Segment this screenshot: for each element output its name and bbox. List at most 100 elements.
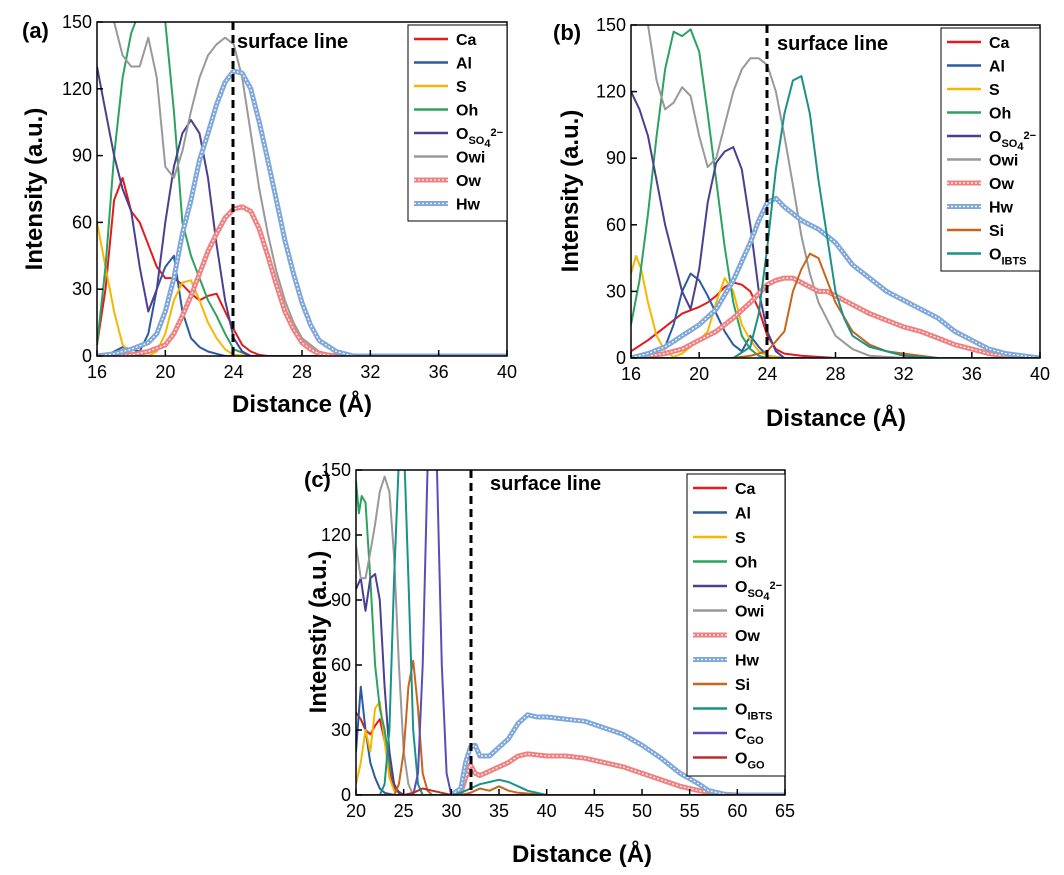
- legend-label: Si: [989, 223, 1004, 240]
- panel-c-legend-item: Owi: [693, 604, 764, 621]
- panel-b-ytick-label: 30: [606, 281, 626, 301]
- panel-a-series-hw: [97, 68, 507, 356]
- panel-c-xtick-label: 35: [489, 801, 509, 821]
- panel-a-series-ow: [97, 204, 507, 356]
- panel-c-ylabel: Intenstiy (a.u.): [305, 551, 332, 714]
- panel-c-legend-item: Hw: [693, 653, 760, 670]
- legend-label: Ca: [989, 35, 1010, 52]
- panel-b-series-oh: [631, 28, 1040, 358]
- panel-c-legend-item: OIBTS: [693, 702, 773, 723]
- panel-c-legend: Ca Al S Oh OSO42−Owi Ow Hw Si OIBTS CGO OGO: [686, 473, 786, 777]
- panel-c: 20 25 30 35 40 45 50 55 60 65 0 30 60 90 120 150 surfac…: [304, 460, 795, 868]
- legend-label: Oh: [735, 555, 757, 572]
- panel-b-ytick-label: 0: [616, 348, 626, 368]
- panel-b-legend-item: OSO42−: [947, 129, 1036, 153]
- panel-a-ticks: 16 20 24 28 32 36 40 0 30 60 90 120 150: [62, 12, 517, 382]
- panel-b-legend: Ca Al S Oh OSO42−Owi Ow Hw Si OIBTS: [940, 27, 1041, 272]
- legend-label: Ca: [735, 481, 756, 498]
- panel-a-xtick-label: 40: [497, 362, 517, 382]
- panel-c-xtick-label: 45: [584, 801, 604, 821]
- panel-b-legend-item: Oh: [947, 106, 1011, 123]
- panel-c-series-owi: [356, 475, 785, 795]
- panel-c-legend-item: Si: [693, 677, 750, 694]
- legend-label: Owi: [989, 153, 1018, 170]
- panel-b-xtick-label: 28: [825, 364, 845, 384]
- panel-a-xtick-label: 20: [155, 362, 175, 382]
- panel-a-xtick-label: 24: [224, 362, 244, 382]
- panel-c-series-ow-band: [448, 751, 785, 795]
- panel-b-series-ow: [631, 275, 1040, 358]
- legend-label: S: [456, 79, 467, 96]
- panel-b-xtick-label: 20: [689, 364, 709, 384]
- panel-a-ytick-label: 0: [82, 346, 92, 366]
- panel-b-legend-item: Ow: [947, 176, 1014, 193]
- panel-b-ylabel: Intensity (a.u.): [557, 110, 584, 273]
- panel-a-legend-item: Owi: [414, 150, 485, 167]
- panel-c-series-o-so4: [356, 573, 785, 795]
- panel-a-series-ow-markers: [97, 206, 507, 356]
- panel-a-legend-item: Ow: [414, 173, 481, 190]
- panel-c-xtick-label: 30: [441, 801, 461, 821]
- panel-c-legend-item: S: [693, 530, 746, 547]
- legend-label: CGO: [735, 726, 764, 747]
- panel-a-label: (a): [22, 18, 49, 43]
- panel-c-ytick-label: 120: [321, 525, 351, 545]
- panel-c-xtick-label: 20: [346, 801, 366, 821]
- panel-a-legend-item: Al: [414, 56, 472, 73]
- panel-a-ytick-label: 30: [72, 279, 92, 299]
- panel-a-xlabel: Distance (Å): [232, 390, 372, 418]
- panel-a-series-s: [97, 222, 507, 356]
- panel-c-xlabel: Distance (Å): [512, 840, 652, 868]
- panel-b-series-owi: [631, 25, 1040, 358]
- panel-c-ytick-label: 90: [331, 590, 351, 610]
- panel-b-surface-label: surface line: [777, 33, 888, 55]
- legend-label: Si: [735, 677, 750, 694]
- panel-c-series-si: [356, 659, 785, 795]
- panel-c-series-hw: [448, 712, 785, 795]
- legend-label: OIBTS: [735, 702, 773, 723]
- panel-a-xtick-label: 28: [292, 362, 312, 382]
- panel-c-legend-box: [686, 473, 786, 777]
- panel-c-ytick-label: 60: [331, 655, 351, 675]
- legend-label: Ow: [735, 628, 760, 645]
- panel-b-xtick-label: 36: [962, 364, 982, 384]
- panel-a-series: [97, 22, 507, 356]
- panel-c-xtick-label: 55: [680, 801, 700, 821]
- panel-a-surface-label: surface line: [237, 31, 348, 53]
- panel-c-legend-item: Ow: [693, 628, 760, 645]
- panel-a-xtick-label: 16: [87, 362, 107, 382]
- panel-a-legend-box: [407, 24, 508, 222]
- panel-b-series-ca: [631, 281, 1040, 358]
- panel-c-series-hw-markers: [450, 714, 785, 795]
- panel-c-ytick-label: 30: [331, 720, 351, 740]
- panel-a-series-o-so4: [97, 66, 507, 356]
- legend-label: Ow: [989, 176, 1014, 193]
- panel-b-legend-item: Al: [947, 59, 1005, 76]
- legend-label: OGO: [735, 751, 765, 772]
- legend-label: Hw: [456, 197, 481, 214]
- panel-a: 16 20 24 28 32 36 40 0 30 60 90 120 150 surface line…: [21, 12, 517, 418]
- legend-label: Ow: [456, 173, 481, 190]
- legend-label: Owi: [735, 604, 764, 621]
- panel-c-series-ow: [448, 751, 785, 795]
- legend-label: OIBTS: [989, 247, 1027, 268]
- panel-b-legend-item: Si: [947, 223, 1004, 240]
- panel-a-ytick-label: 120: [62, 79, 92, 99]
- legend-label: OSO42−: [989, 129, 1036, 153]
- panel-c-xtick-label: 60: [727, 801, 747, 821]
- panel-a-legend-item: Ca: [414, 32, 477, 49]
- panel-b-xtick-label: 24: [757, 364, 777, 384]
- panel-b-xtick-label: 32: [894, 364, 914, 384]
- panel-a-legend-item: Oh: [414, 103, 478, 120]
- panel-c-legend-item: CGO: [693, 726, 764, 747]
- panel-b-xtick-label: 40: [1030, 364, 1050, 384]
- panel-c-legend-item: OSO42−: [693, 579, 782, 603]
- panel-b-label: (b): [553, 20, 581, 45]
- panel-b-ytick-label: 90: [606, 148, 626, 168]
- panel-c-xtick-label: 40: [537, 801, 557, 821]
- panel-c-surface-label: surface line: [490, 473, 601, 495]
- panel-b-legend-item: S: [947, 82, 1000, 99]
- legend-label: Hw: [735, 653, 760, 670]
- panel-b-legend-item: OIBTS: [947, 247, 1027, 268]
